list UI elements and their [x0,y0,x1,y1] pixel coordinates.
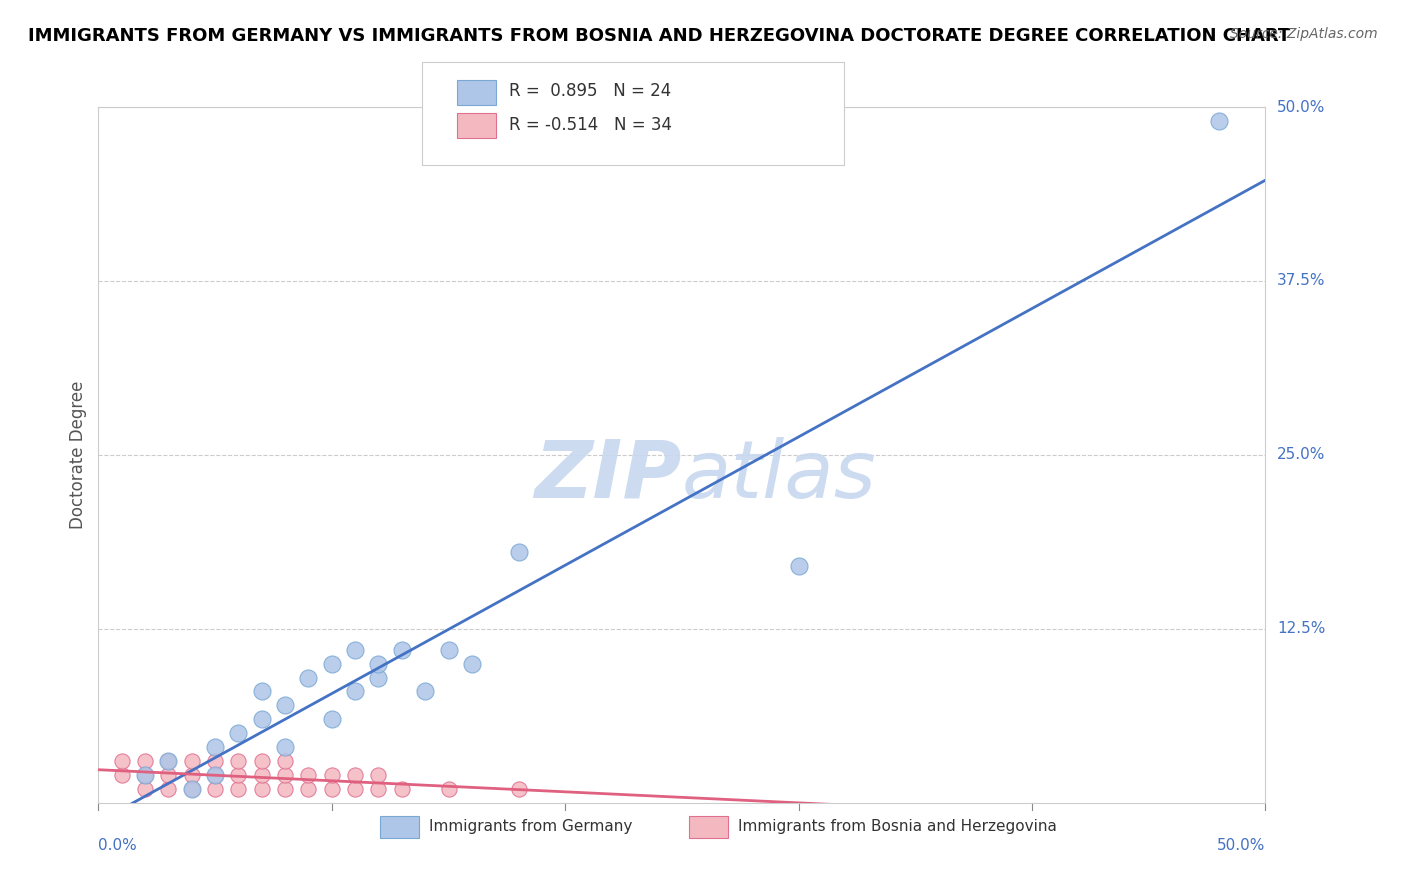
Point [413,684,436,698]
Point [391,781,413,796]
Point [297,768,319,782]
Point [367,671,389,685]
Text: Immigrants from Bosnia and Herzegovina: Immigrants from Bosnia and Herzegovina [738,820,1057,834]
Point [344,768,367,782]
Point [297,671,319,685]
Text: IMMIGRANTS FROM GERMANY VS IMMIGRANTS FROM BOSNIA AND HERZEGOVINA DOCTORATE DEGR: IMMIGRANTS FROM GERMANY VS IMMIGRANTS FR… [28,27,1291,45]
Point [344,781,367,796]
Point [204,781,226,796]
Point [204,754,226,768]
Point [157,768,180,782]
Point [111,768,134,782]
Point [391,642,413,657]
Point [180,781,202,796]
Point [787,559,810,574]
Text: Source: ZipAtlas.com: Source: ZipAtlas.com [1230,27,1378,41]
Point [344,642,367,657]
Point [204,740,226,755]
Point [321,781,343,796]
Text: atlas: atlas [682,437,877,515]
Point [274,754,297,768]
Point [228,768,250,782]
Point [134,754,156,768]
Text: Immigrants from Germany: Immigrants from Germany [429,820,633,834]
Point [437,642,460,657]
Point [250,781,273,796]
Text: 25.0%: 25.0% [1277,448,1326,462]
Text: ZIP: ZIP [534,437,682,515]
Point [228,726,250,740]
Point [134,781,156,796]
Text: R =  0.895   N = 24: R = 0.895 N = 24 [509,82,671,100]
Point [344,684,367,698]
Point [228,754,250,768]
Point [321,768,343,782]
Point [274,698,297,713]
Point [508,545,530,559]
Point [274,740,297,755]
Text: R = -0.514   N = 34: R = -0.514 N = 34 [509,116,672,134]
Text: 12.5%: 12.5% [1277,622,1326,636]
Point [180,781,202,796]
Point [250,754,273,768]
Point [180,754,202,768]
Point [250,712,273,726]
Point [134,768,156,782]
Point [157,754,180,768]
Point [274,768,297,782]
Point [180,768,202,782]
Point [134,768,156,782]
Text: 37.5%: 37.5% [1277,274,1326,288]
Text: 0.0%: 0.0% [98,838,138,853]
Point [157,754,180,768]
Point [250,684,273,698]
Point [157,781,180,796]
Text: 50.0%: 50.0% [1218,838,1265,853]
Point [204,768,226,782]
Point [321,712,343,726]
Point [367,781,389,796]
Point [508,781,530,796]
Point [1208,114,1230,128]
Y-axis label: Doctorate Degree: Doctorate Degree [69,381,87,529]
Point [274,781,297,796]
Point [228,781,250,796]
Point [204,768,226,782]
Point [297,781,319,796]
Point [437,781,460,796]
Text: 50.0%: 50.0% [1277,100,1326,114]
Point [250,768,273,782]
Point [461,657,484,671]
Point [111,754,134,768]
Point [321,657,343,671]
Point [367,768,389,782]
Point [367,657,389,671]
